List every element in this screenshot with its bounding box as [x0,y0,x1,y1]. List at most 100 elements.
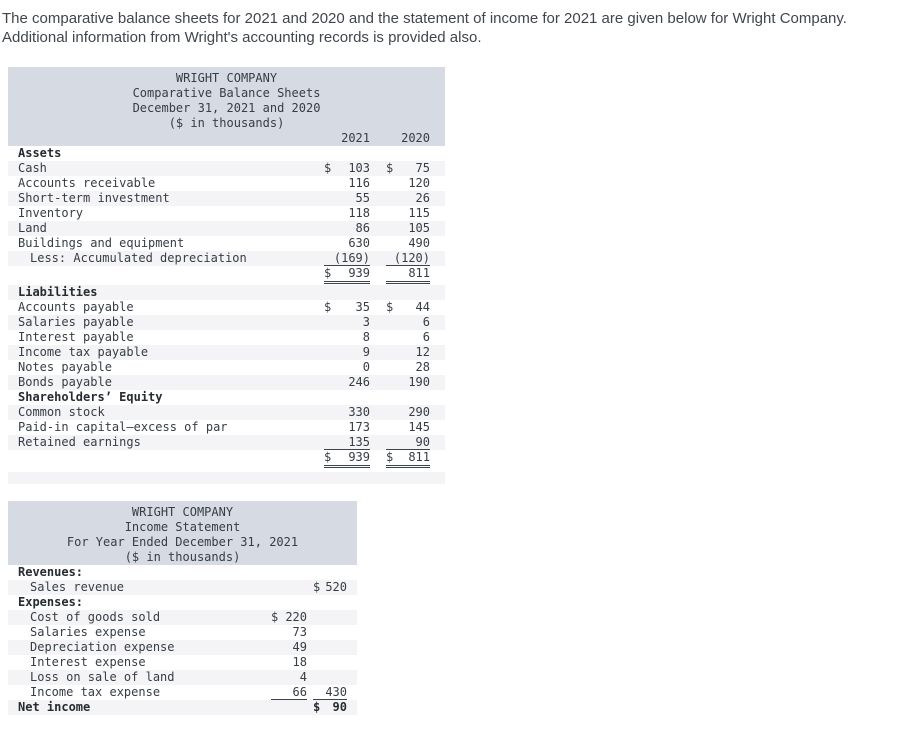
row-label: Loss on sale of land [30,670,175,684]
value-cell-col2 [386,390,430,405]
amount: 939 [348,450,370,464]
income-statement-header: WRIGHT COMPANY Income Statement For Year… [8,501,357,565]
value-cell-col1: 8 [324,330,370,345]
row-label: Cash [18,161,47,175]
currency-sign: $ [386,300,394,314]
balance-sheet-row: Interest payable 8 6 [8,330,445,345]
value-cell-col2: $520 [313,580,347,595]
bs-column-header-row: 2021 2020 [8,131,445,146]
amount: 0 [362,360,370,374]
value-cell-col1: 3 [324,315,370,330]
income-statement-row: Cost of goods sold $220 [8,610,357,625]
balance-sheet-total-row: $939 $811 [8,450,445,469]
value-cell-col2: 26 [386,191,430,206]
value-cell-col1: 630 [324,236,370,251]
balance-sheet-body: Assets Cash $103 $75 Accounts receivable 116 1… [8,146,445,484]
amount: 290 [408,405,430,419]
row-label: Expenses: [18,595,84,609]
row-label: Sales revenue [30,580,124,594]
row-label: Accounts payable [18,300,134,314]
income-statement-row: Revenues: [8,565,357,580]
value-cell-col2: 6 [386,330,430,345]
currency-sign: $ [313,580,321,594]
value-cell-col1 [324,285,370,300]
currency-sign: $ [324,450,332,464]
value-cell-col2 [313,670,347,685]
income-statement-row: Net income $90 [8,700,357,715]
row-label: Income tax expense [30,685,161,699]
bs-title-company: WRIGHT COMPANY [175,71,278,85]
value-cell-col2: 90 [386,435,430,450]
value-cell-col2: 105 [386,221,430,236]
amount: 9 [362,345,370,359]
value-cell-col2: $44 [386,300,430,315]
amount: 118 [348,206,370,220]
row-label: Income tax payable [18,345,149,359]
value-cell-col2: 115 [386,206,430,221]
intro-line-1: The comparative balance sheets for 2021 … [2,10,847,27]
balance-sheet-row: Bonds payable 246 190 [8,375,445,390]
value-cell-col2: $90 [313,700,347,715]
row-label: Interest expense [30,655,146,669]
value-cell-col2 [313,640,347,655]
amount: 35 [355,300,370,314]
value-cell-col1: 118 [324,206,370,221]
row-label: Less: Accumulated depreciation [30,251,247,265]
income-statement-row: Sales revenue $520 [8,580,357,595]
currency-sign: $ [386,450,394,464]
value-cell-col1: 0 [324,360,370,375]
balance-sheet-row: Salaries payable 3 6 [8,315,445,330]
amount: 73 [292,625,307,639]
amount: 120 [408,176,430,190]
row-label: Liabilities [18,285,98,299]
value-cell-col2: 28 [386,360,430,375]
amount: 55 [355,191,370,205]
value-cell-col1: (169) [324,251,370,266]
value-cell-col1: 86 [324,221,370,236]
income-statement-row: Depreciation expense 49 [8,640,357,655]
balance-sheet-spacer-row [8,472,445,484]
amount: 12 [415,345,430,359]
row-label: Retained earnings [18,435,141,449]
value-cell-col1: 18 [271,655,307,670]
balance-sheet-row: Land 86 105 [8,221,445,236]
value-cell-col2: 12 [386,345,430,360]
value-cell-col2: 120 [386,176,430,191]
currency-sign: $ [313,700,321,714]
is-title-statement: Income Statement [124,520,241,534]
balance-sheet-row: Less: Accumulated depreciation (169) (120) [8,251,445,266]
value-cell-col2: (120) [386,251,430,266]
value-cell-col1 [271,565,307,580]
amount: 28 [415,360,430,374]
bs-year-column-2020: 2020 [401,131,430,145]
row-label: Interest payable [18,330,134,344]
amount: 430 [325,685,347,699]
is-title-period: For Year Ended December 31, 2021 [66,535,299,549]
amount: 44 [415,300,430,314]
balance-sheet-row: Paid-in capital—excess of par 173 145 [8,420,445,435]
amount: 105 [408,221,430,235]
value-cell-col1: $103 [324,161,370,176]
currency-sign: $ [271,610,279,624]
amount: 330 [348,405,370,419]
amount: 220 [285,610,307,624]
value-cell-col1: 49 [271,640,307,655]
page: { "intro": { "line1": "The comparative b… [0,9,922,736]
income-statement-row: Loss on sale of land 4 [8,670,357,685]
balance-sheet-row: Accounts receivable 116 120 [8,176,445,191]
value-cell-col1: 66 [271,685,307,700]
value-cell-col2: 6 [386,315,430,330]
income-statement-body: Revenues: Sales revenue $520 Expenses: Cost … [8,565,357,715]
amount: 190 [408,375,430,389]
bs-column-header-spacer [8,131,324,146]
income-statement-row: Salaries expense 73 [8,625,357,640]
row-label: Inventory [18,206,84,220]
amount: 4 [299,670,307,684]
balance-sheet-row: Notes payable 0 28 [8,360,445,375]
row-label: Depreciation expense [30,640,175,654]
bs-title-statement: Comparative Balance Sheets [132,86,321,100]
value-cell-col1: $220 [271,610,307,625]
value-cell-col2 [313,595,347,610]
row-label: Short-term investment [18,191,170,205]
value-cell-col1: 73 [271,625,307,640]
